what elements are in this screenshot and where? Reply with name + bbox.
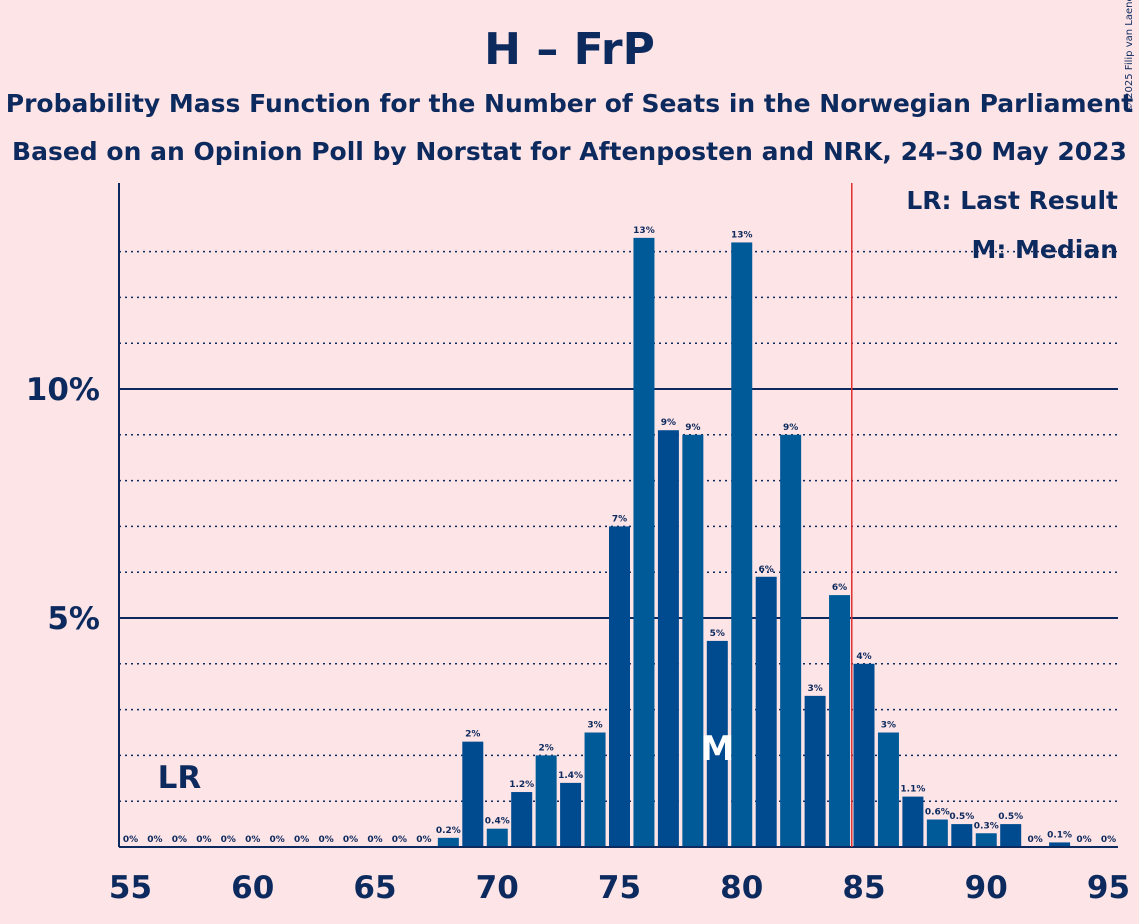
bar-seat-84 [829,595,851,847]
bar-label-seat-81: 6% [759,565,774,575]
bar-label-seat-78: 9% [685,423,700,433]
bar-label-seat-66: 0% [392,835,407,845]
bar-label-seat-86: 3% [881,721,896,731]
bar-seat-85 [853,663,875,847]
bar-label-seat-95: 0% [1101,835,1116,845]
bar-seat-72 [535,755,557,847]
bar-seat-74 [584,732,606,847]
bar-label-seat-65: 0% [367,835,382,845]
bar-seat-77 [657,430,679,847]
bar-seat-89 [951,824,973,847]
bar-label-seat-90: 0.3% [974,821,999,831]
bar-label-seat-67: 0% [416,835,431,845]
bar-seat-93 [1049,842,1071,847]
bar-label-seat-57: 0% [172,835,187,845]
bar-seat-69 [462,741,484,847]
bars [437,237,1071,848]
last-result-marker: LR [158,760,202,796]
bar-seat-78 [682,434,704,847]
bar-label-seat-85: 4% [856,652,871,662]
bar-label-seat-56: 0% [147,835,162,845]
bar-label-seat-82: 9% [783,423,798,433]
median-marker: M [700,729,734,769]
x-tick-label-85: 85 [842,870,885,906]
bar-label-seat-77: 9% [661,418,676,428]
x-tick-label-55: 55 [109,870,152,906]
bar-label-seat-83: 3% [807,684,822,694]
bar-seat-82 [780,434,802,847]
chart-subtitle-2: Based on an Opinion Poll by Norstat for … [12,137,1127,166]
bar-labels: 0% 0% 0% 0% 0% 0% 0% 0% 0% 0% 0% 0% 0% 0.2% 2% 0.4% 1.2%… [123,226,1116,845]
bar-label-seat-76: 13% [633,226,655,236]
bar-seat-71 [511,792,533,847]
bar-label-seat-62: 0% [294,835,309,845]
bar-label-seat-68: 0.2% [436,826,461,836]
bar-seat-75 [609,526,630,847]
bar-seat-68 [437,837,459,847]
bar-seat-73 [560,782,582,847]
bar-seat-79 [706,640,728,847]
bar-seat-83 [804,695,826,847]
bar-label-seat-73: 1.4% [558,771,583,781]
bar-seat-91 [1000,824,1022,847]
bar-label-seat-69: 2% [465,730,480,740]
bar-label-seat-55: 0% [123,835,138,845]
bar-label-seat-80: 13% [731,230,753,240]
bar-label-seat-88: 0.6% [925,808,950,818]
bar-seat-88 [926,819,948,847]
chart-subtitle-1: Probability Mass Function for the Number… [5,89,1134,118]
bar-label-seat-72: 2% [539,743,554,753]
bar-label-seat-87: 1.1% [900,785,925,795]
bar-label-seat-79: 5% [710,629,725,639]
legend-last-result: LR: Last Result [906,186,1118,215]
bar-label-seat-61: 0% [270,835,285,845]
legend-median: M: Median [971,235,1118,264]
bar-seat-76 [633,237,655,848]
bar-seat-80 [731,242,753,847]
bar-seat-70 [486,828,508,847]
bar-label-seat-74: 3% [587,721,602,731]
bar-seat-81 [755,576,777,847]
bar-label-seat-93: 0.1% [1047,830,1072,840]
bar-seat-87 [902,796,924,847]
markers: LR M [158,183,853,847]
bar-label-seat-64: 0% [343,835,358,845]
bar-label-seat-89: 0.5% [949,812,974,822]
bar-label-seat-60: 0% [245,835,260,845]
bar-seat-86 [877,732,899,847]
bar-label-seat-92: 0% [1028,835,1043,845]
bar-seat-90 [975,833,997,847]
x-tick-label-65: 65 [353,870,396,906]
x-tick-label-70: 70 [476,870,519,906]
bar-label-seat-70: 0.4% [485,817,510,827]
bar-label-seat-59: 0% [221,835,236,845]
bar-label-seat-58: 0% [196,835,211,845]
y-tick-label-10pct: 10% [26,372,100,408]
bar-label-seat-91: 0.5% [998,812,1023,822]
x-tick-label-75: 75 [598,870,641,906]
axes: 55 60 65 70 75 80 85 90 95 5% 10% [26,183,1130,906]
chart-title: H – FrP [484,24,655,75]
x-tick-label-80: 80 [720,870,763,906]
x-tick-label-95: 95 [1087,870,1130,906]
bar-label-seat-84: 6% [832,583,847,593]
bar-label-seat-63: 0% [318,835,333,845]
bar-label-seat-94: 0% [1076,835,1091,845]
y-tick-label-5pct: 5% [47,601,100,637]
bar-label-seat-75: 7% [612,514,627,524]
x-tick-label-60: 60 [231,870,274,906]
bar-label-seat-71: 1.2% [509,780,534,790]
x-tick-label-90: 90 [965,870,1008,906]
